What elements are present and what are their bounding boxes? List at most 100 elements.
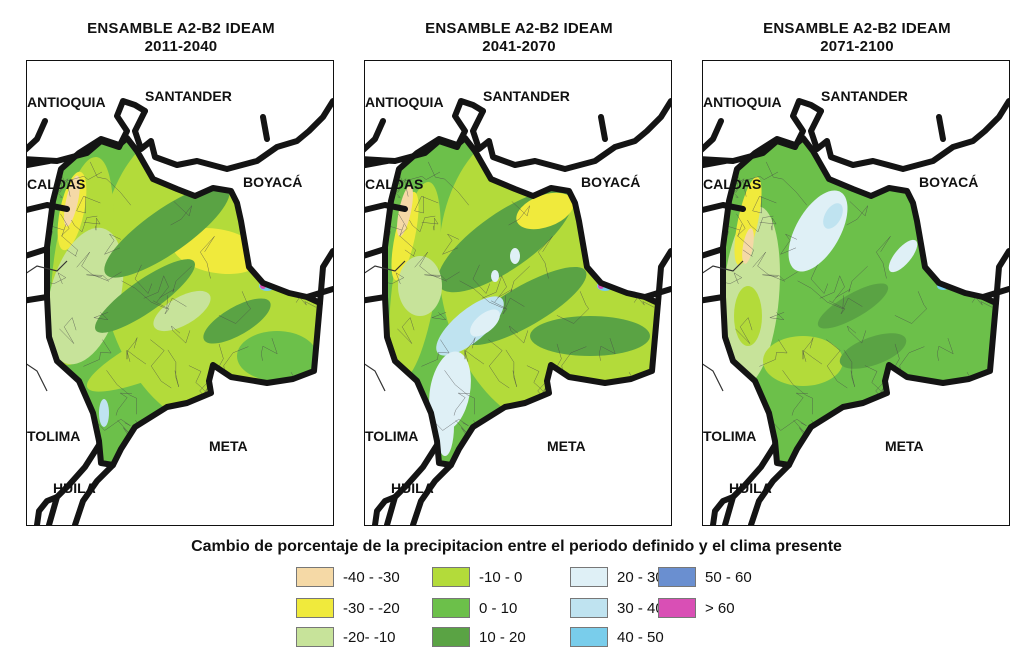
label-tolima: TOLIMA xyxy=(703,428,757,444)
legend-item: 20 - 30 xyxy=(570,566,664,588)
precip-zone xyxy=(734,286,762,346)
label-tolima: TOLIMA xyxy=(365,428,419,444)
precip-zone xyxy=(99,399,109,427)
legend-label: -10 - 0 xyxy=(479,568,523,586)
legend-swatch xyxy=(658,567,696,587)
legend-swatch xyxy=(296,627,334,647)
precip-zone xyxy=(510,248,520,264)
department-boundary xyxy=(27,118,48,153)
label-boyaca: BOYACÁ xyxy=(243,174,303,190)
department-boundary xyxy=(936,114,946,142)
legend-label: -30 - -20 xyxy=(343,599,400,617)
precip-zone xyxy=(888,239,918,273)
department-boundary xyxy=(598,114,608,142)
map-frame: ANTIOQUIA SANTANDER CALDAS BOYACÁ TOLIMA META… xyxy=(26,60,334,526)
legend-swatch xyxy=(432,567,470,587)
legend-item: -10 - 0 xyxy=(432,566,522,588)
department-boundary xyxy=(703,294,726,304)
precip-zone xyxy=(823,203,843,229)
precip-zone xyxy=(172,227,262,275)
legend-swatch xyxy=(658,598,696,618)
cundinamarca-boundary xyxy=(720,135,999,468)
cundinamarca-boundary xyxy=(44,135,323,468)
label-boyaca: BOYACÁ xyxy=(919,174,979,190)
legend-item: -20- -10 xyxy=(296,626,396,648)
legend-item: -30 - -20 xyxy=(296,597,400,619)
legend-label: 50 - 60 xyxy=(705,568,752,586)
department-boundary xyxy=(710,494,736,525)
precip-zone xyxy=(153,290,211,332)
legend-item: -40 - -30 xyxy=(296,566,400,588)
department-boundary xyxy=(980,286,1009,300)
department-boundary xyxy=(132,98,333,172)
legend-label: 40 - 50 xyxy=(617,628,664,646)
legend-item: 10 - 20 xyxy=(432,626,526,648)
precip-zone xyxy=(470,309,500,337)
legend-swatch xyxy=(432,598,470,618)
label-santander: SANTANDER xyxy=(145,88,232,104)
legend-swatch xyxy=(296,567,334,587)
department-boundary xyxy=(365,294,388,304)
precip-zone xyxy=(742,228,754,264)
department-boundary xyxy=(410,462,454,525)
precip-zone xyxy=(530,316,650,356)
panel-period: 2071-2100 xyxy=(820,38,894,55)
legend-title: Cambio de porcentaje de la precipitacion… xyxy=(191,538,842,555)
department-boundary xyxy=(27,158,52,169)
panel-title: ENSAMBLE A2-B2 IDEAM xyxy=(763,20,951,37)
label-santander: SANTANDER xyxy=(483,88,570,104)
department-boundary xyxy=(46,442,102,525)
precip-zone xyxy=(203,298,271,344)
precip-zone xyxy=(516,192,574,230)
precip-zone xyxy=(436,396,454,456)
department-boundary xyxy=(27,294,50,304)
department-boundary xyxy=(703,98,824,164)
department-boundary xyxy=(703,246,726,259)
legend-item: 40 - 50 xyxy=(570,626,664,648)
label-caldas: CALDAS xyxy=(27,176,86,192)
department-boundary xyxy=(365,246,388,259)
precip-zone xyxy=(391,191,419,281)
label-meta: META xyxy=(885,438,924,454)
map-panel-2041-2070: ENSAMBLE A2-B2 IDEAM 2041-2070 ANTIOQUIA… xyxy=(364,0,674,530)
label-santander: SANTANDER xyxy=(821,88,908,104)
panel-period: 2041-2070 xyxy=(482,38,556,55)
panel-title: ENSAMBLE A2-B2 IDEAM xyxy=(425,20,613,37)
cundinamarca-boundary xyxy=(382,135,661,468)
legend-label: 30 - 40 xyxy=(617,599,664,617)
legend-label: 10 - 20 xyxy=(479,628,526,646)
department-boundary xyxy=(27,98,148,164)
precip-zone xyxy=(64,175,80,227)
label-huila: HUILA xyxy=(391,480,434,496)
map-frame: ANTIOQUIA SANTANDER CALDAS BOYACÁ TOLIMA META… xyxy=(702,60,1010,526)
precip-zone xyxy=(237,331,317,381)
precip-zone xyxy=(763,336,843,386)
legend-swatch xyxy=(570,627,608,647)
label-huila: HUILA xyxy=(729,480,772,496)
precip-zone xyxy=(398,256,442,316)
department-boundary xyxy=(703,158,728,169)
legend-item: > 60 xyxy=(658,597,735,619)
department-boundary xyxy=(703,118,724,153)
legend-swatch xyxy=(570,567,608,587)
department-boundary xyxy=(27,202,70,213)
department-boundary xyxy=(365,118,386,153)
legend-item: 0 - 10 xyxy=(432,597,517,619)
map-panel-2071-2100: ENSAMBLE A2-B2 IDEAM 2071-2100 ANTIOQUIA… xyxy=(702,0,1012,530)
precip-zone xyxy=(839,333,907,369)
panel-period: 2011-2040 xyxy=(144,38,218,55)
label-antioquia: ANTIOQUIA xyxy=(703,94,782,110)
legend-label: 20 - 30 xyxy=(617,568,664,586)
label-meta: META xyxy=(547,438,586,454)
department-boundary xyxy=(34,494,60,525)
label-huila: HUILA xyxy=(53,480,96,496)
legend-label: 0 - 10 xyxy=(479,599,518,617)
label-antioquia: ANTIOQUIA xyxy=(27,94,106,110)
department-boundary xyxy=(470,98,671,172)
precip-zone xyxy=(104,184,230,278)
precip-zone xyxy=(817,283,889,329)
department-boundary xyxy=(372,494,398,525)
department-boundary xyxy=(808,98,1009,172)
label-antioquia: ANTIOQUIA xyxy=(365,94,444,110)
label-caldas: CALDAS xyxy=(703,176,762,192)
